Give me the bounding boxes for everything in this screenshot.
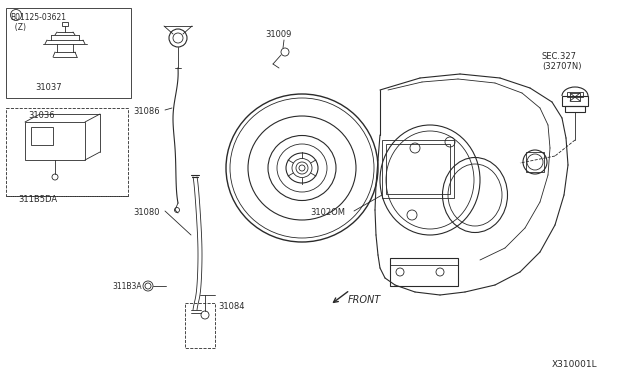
Text: SEC.327
(32707N): SEC.327 (32707N) <box>542 52 582 71</box>
Bar <box>185 303 215 348</box>
Bar <box>386 144 450 194</box>
Text: B01125-03621
  (Z): B01125-03621 (Z) <box>10 13 66 32</box>
Bar <box>562 96 588 106</box>
Text: X310001L: X310001L <box>552 360 598 369</box>
Text: 31086: 31086 <box>133 107 159 116</box>
Text: 31009: 31009 <box>265 30 291 39</box>
Text: 3102OM: 3102OM <box>310 208 345 217</box>
Text: 311B5DA: 311B5DA <box>18 195 57 204</box>
Bar <box>390 258 458 286</box>
Bar <box>62 22 68 26</box>
Bar <box>31 127 53 145</box>
Bar <box>567 92 583 97</box>
Text: 31036: 31036 <box>28 111 54 120</box>
Bar <box>526 152 544 172</box>
Bar <box>6 108 128 196</box>
Bar <box>382 140 454 198</box>
Bar <box>565 106 585 112</box>
Text: 31084: 31084 <box>218 302 244 311</box>
Text: 311B3A: 311B3A <box>112 282 141 291</box>
Bar <box>6 8 131 98</box>
Text: FRONT: FRONT <box>348 295 381 305</box>
Text: 31037: 31037 <box>35 83 61 92</box>
Text: 31080: 31080 <box>133 208 159 217</box>
Bar <box>570 93 580 101</box>
Bar <box>25 122 85 160</box>
